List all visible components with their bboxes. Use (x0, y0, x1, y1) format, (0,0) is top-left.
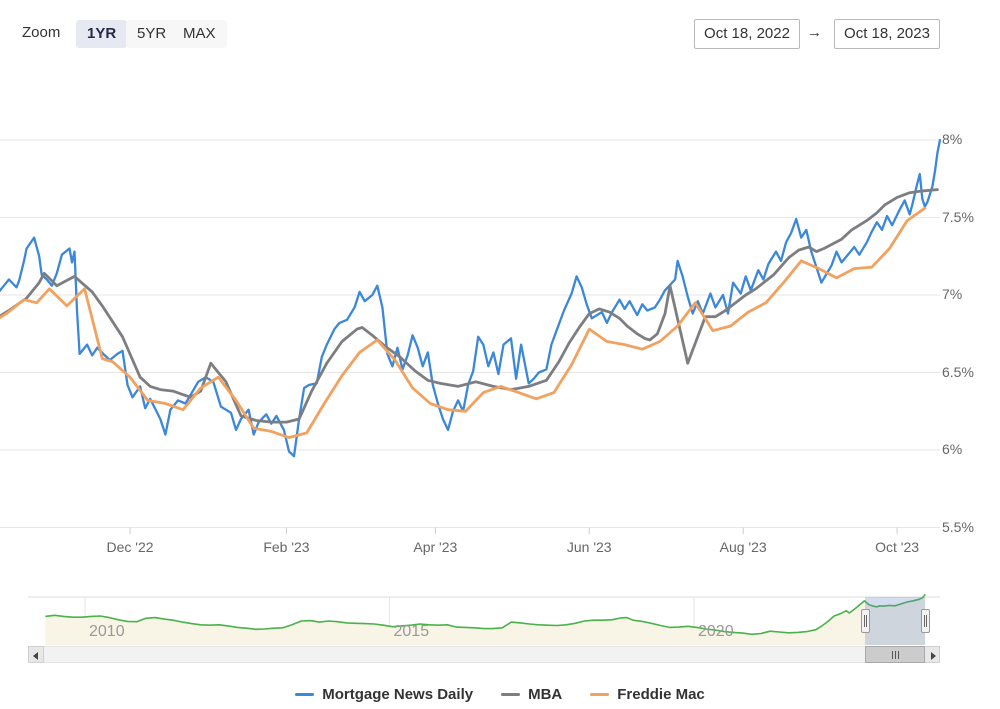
date-to-input[interactable]: Oct 18, 2023 (834, 19, 940, 49)
x-axis-label: Oct '23 (875, 539, 920, 555)
y-axis-label: 7.5% (942, 208, 974, 225)
scrollbar-track[interactable] (28, 646, 940, 663)
legend-label: MBA (528, 685, 563, 703)
legend-item-freddie-mac[interactable]: Freddie Mac (590, 686, 705, 703)
legend-item-mba[interactable]: MBA (501, 686, 562, 703)
navigator-left-handle[interactable] (861, 609, 870, 633)
date-from-input[interactable]: Oct 18, 2022 (694, 19, 800, 49)
zoom-button-1yr[interactable]: 1YR (76, 20, 128, 48)
scrollbar-thumb[interactable] (865, 646, 925, 663)
legend-label: Mortgage News Daily (322, 685, 474, 703)
y-axis-label: 7% (942, 286, 963, 302)
main-plot-area[interactable] (0, 75, 940, 528)
y-axis-label: 6.5% (942, 363, 974, 380)
date-range-arrow-icon: → (807, 24, 822, 41)
zoom-button-5yr[interactable]: 5YR (126, 20, 178, 48)
legend: Mortgage News Daily MBA Freddie Mac (0, 681, 1000, 707)
x-axis-label: Jun '23 (566, 539, 612, 555)
legend-line-icon (590, 692, 610, 696)
navigator-year-label: 2015 (393, 623, 430, 640)
y-axis-label: 8% (942, 131, 963, 147)
scrollbar-right-arrow-icon[interactable] (924, 646, 940, 663)
x-axis-label: Feb '23 (263, 539, 310, 555)
zoom-button-max[interactable]: MAX (172, 20, 227, 48)
x-axis-label: Aug '23 (719, 539, 767, 555)
x-axis-label: Apr '23 (413, 539, 458, 555)
legend-line-icon (501, 692, 521, 696)
navigator-year-label: 2020 (698, 623, 734, 640)
navigator-area (45, 594, 926, 645)
legend-label: Freddie Mac (617, 685, 705, 703)
navigator-year-label: 2010 (89, 623, 125, 640)
zoom-label: Zoom (22, 24, 61, 41)
navigator-series-line (45, 593, 926, 636)
legend-item-mortgage-news-daily[interactable]: Mortgage News Daily (295, 686, 473, 703)
legend-line-icon (295, 692, 315, 696)
scrollbar-left-arrow-icon[interactable] (28, 646, 44, 663)
y-axis-label: 5.5% (942, 518, 974, 535)
navigator-right-handle[interactable] (921, 609, 930, 633)
navigator-selected-range[interactable] (865, 597, 925, 645)
y-axis-label: 6% (942, 441, 963, 457)
x-axis-label: Dec '22 (106, 539, 154, 555)
